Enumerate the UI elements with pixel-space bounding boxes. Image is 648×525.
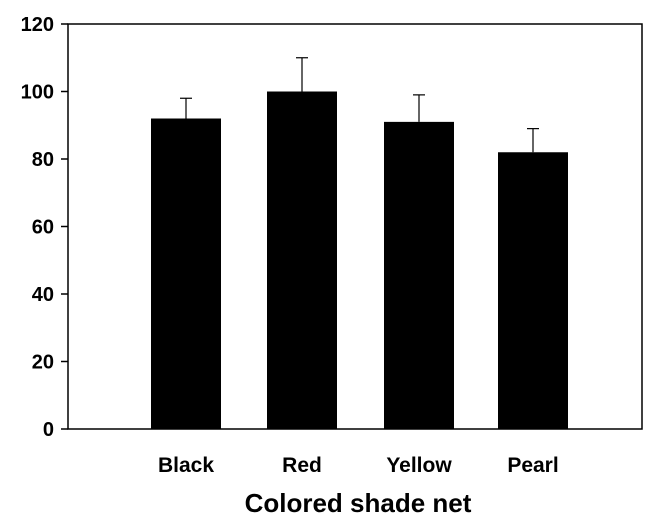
bars	[151, 91, 568, 429]
x-axis-title: Colored shade net	[245, 488, 472, 518]
y-tick-label: 0	[43, 419, 54, 441]
y-tick-label: 120	[21, 14, 54, 36]
bar-red	[267, 91, 337, 429]
x-tick-label: Red	[282, 454, 322, 477]
x-tick-label: Black	[158, 454, 214, 477]
bar-pearl	[498, 152, 568, 429]
y-axis-ticks: 0 20 40 60 80 100 120	[21, 14, 68, 441]
x-tick-label: Pearl	[507, 454, 558, 477]
x-tick-label: Yellow	[386, 454, 452, 477]
y-tick-label: 60	[32, 217, 54, 239]
x-axis-category-labels: Black Red Yellow Pearl	[158, 454, 559, 477]
y-tick-label: 80	[32, 149, 54, 171]
error-bars	[180, 57, 539, 153]
plot-area-frame	[67, 23, 643, 430]
y-tick-label: 100	[21, 82, 54, 104]
bar-yellow	[384, 121, 454, 429]
bar-black	[151, 118, 221, 429]
y-tick-label: 20	[32, 352, 54, 374]
y-tick-label: 40	[32, 284, 54, 306]
